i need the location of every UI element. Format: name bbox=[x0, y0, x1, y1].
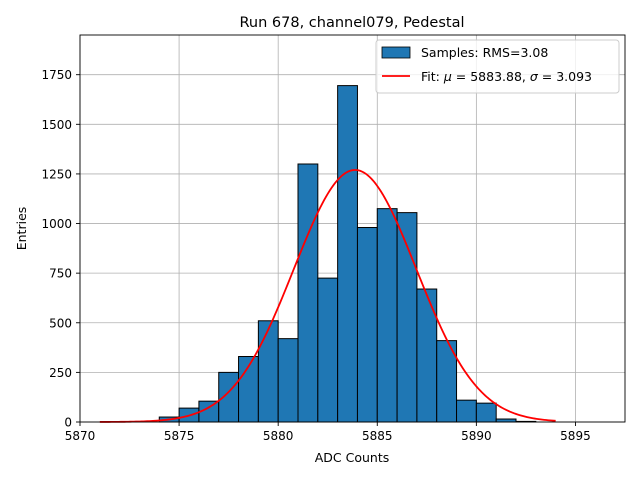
y-tick-label: 250 bbox=[49, 366, 72, 380]
legend-box bbox=[375, 39, 620, 94]
legend-histogram-label: Samples: RMS=3.08 bbox=[421, 45, 548, 60]
y-tick-label: 750 bbox=[49, 267, 72, 281]
y-tick-label: 0 bbox=[64, 416, 72, 430]
fit-curve-group bbox=[99, 169, 556, 423]
histogram-bar bbox=[356, 227, 378, 423]
y-tick-label: 1750 bbox=[41, 68, 72, 82]
histogram-bar bbox=[317, 277, 339, 423]
y-tick-label: 500 bbox=[49, 316, 72, 330]
histogram-bar bbox=[257, 320, 279, 423]
legend: Samples: RMS=3.08 Fit: μ = 5883.88, σ = … bbox=[375, 39, 620, 94]
histogram-bar bbox=[416, 288, 438, 423]
histogram-bar bbox=[475, 402, 497, 423]
legend-fit-sigma-value: = 3.093 bbox=[538, 69, 592, 84]
histogram-bar bbox=[277, 338, 299, 423]
y-tick-label: 1250 bbox=[41, 167, 72, 181]
histogram-bar bbox=[376, 208, 398, 423]
x-tick-label: 5880 bbox=[263, 429, 294, 443]
y-tick-label: 1500 bbox=[41, 118, 72, 132]
x-tick-label: 5870 bbox=[65, 429, 96, 443]
x-axis-ticks: 5870 5875 5880 5885 5890 5895 bbox=[65, 422, 591, 443]
y-axis-ticks: 0 250 500 750 1000 1250 1500 1750 bbox=[41, 68, 80, 430]
legend-fit-mu-value: = 5883.88, bbox=[452, 69, 530, 84]
histogram-bar bbox=[297, 163, 319, 423]
chart-title: Run 678, channel079, Pedestal bbox=[239, 15, 464, 31]
x-tick-label: 5895 bbox=[560, 429, 591, 443]
y-tick-label: 1000 bbox=[41, 217, 72, 231]
histogram-bar bbox=[337, 85, 358, 423]
histogram-bar bbox=[456, 399, 477, 423]
x-axis-label: ADC Counts bbox=[315, 450, 390, 465]
legend-histogram-swatch bbox=[381, 46, 411, 59]
legend-fit-prefix: Fit: bbox=[421, 69, 444, 84]
y-axis-label: Entries bbox=[14, 207, 29, 251]
legend-fit-mu-symbol: μ bbox=[443, 69, 452, 84]
x-tick-label: 5875 bbox=[164, 429, 195, 443]
x-tick-label: 5890 bbox=[461, 429, 492, 443]
plot-frame bbox=[79, 34, 626, 423]
histogram-bars bbox=[158, 85, 537, 423]
x-tick-label: 5885 bbox=[362, 429, 393, 443]
legend-fit-sigma-symbol: σ bbox=[530, 69, 539, 84]
fit-curve bbox=[99, 169, 556, 423]
legend-fit-label: Fit: μ = 5883.88, σ = 3.093 bbox=[421, 69, 592, 84]
